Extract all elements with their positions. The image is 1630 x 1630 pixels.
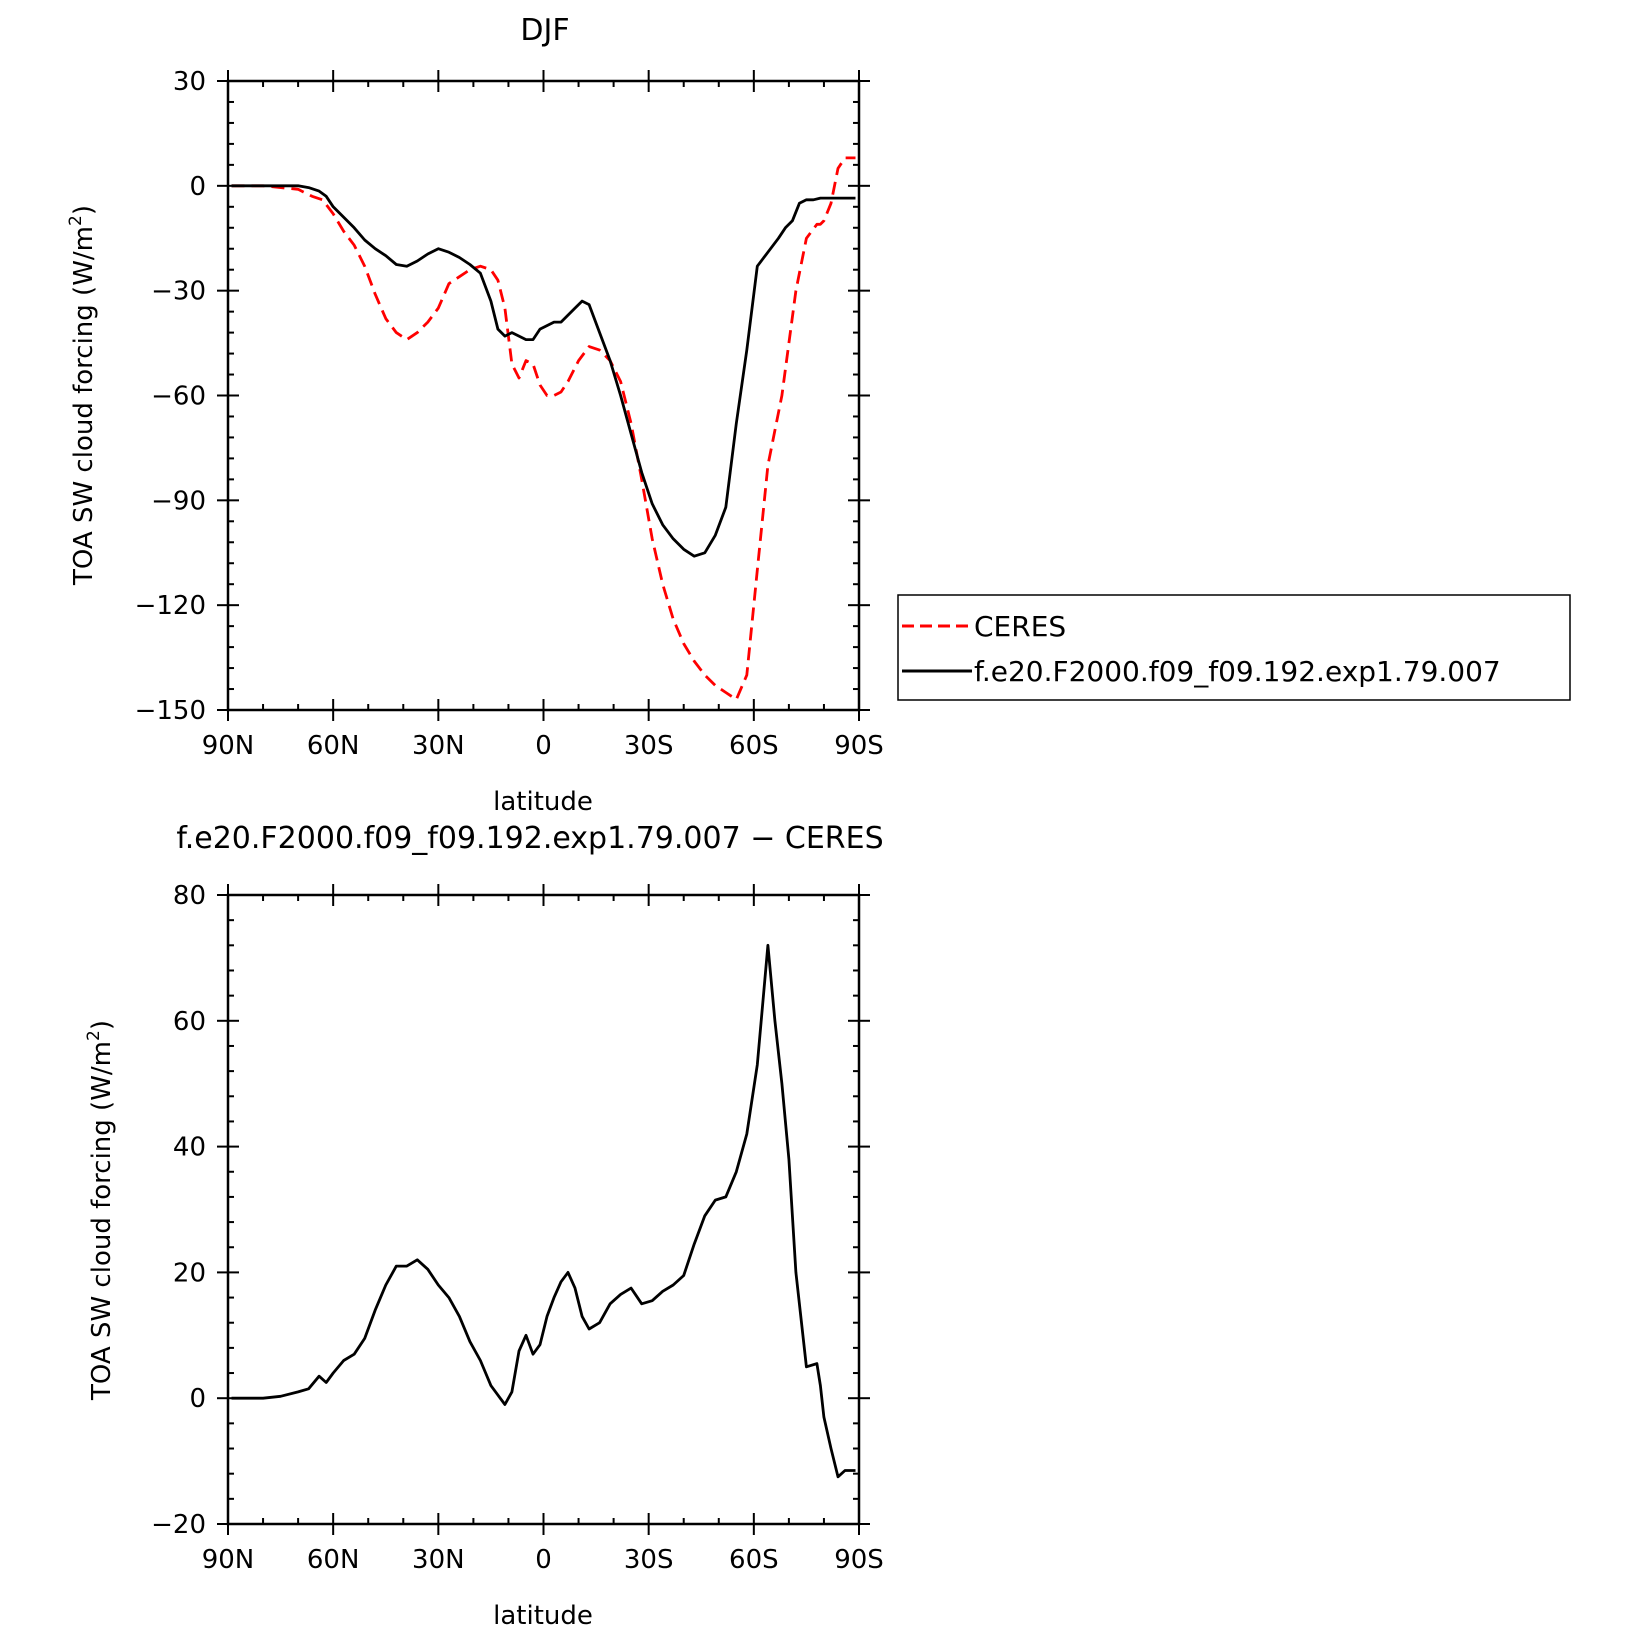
- top-series-lines: [231, 156, 856, 701]
- y-tick-label: 20: [173, 1258, 206, 1288]
- x-tick-label: 30S: [624, 1545, 674, 1575]
- y-tick-label: −90: [151, 486, 206, 516]
- x-tick-label: 60S: [729, 731, 779, 761]
- x-tick-label: 90N: [202, 731, 255, 761]
- legend-label-ceres: CERES: [974, 610, 1066, 643]
- legend-label-model: f.e20.F2000.f09_f09.192.exp1.79.007: [974, 655, 1501, 688]
- series-line-ceres: [231, 156, 856, 701]
- bottom-y-tick-labels: 80 60 40 20 0 −20: [151, 881, 206, 1540]
- x-tick-label: 30S: [624, 731, 674, 761]
- top-y-tick-labels: 30 0 −30 −60 −90 −120 −150: [135, 67, 206, 726]
- bottom-y-axis-title: TOA SW cloud forcing (W/m2): [84, 1020, 117, 1401]
- y-tick-label: 0: [189, 1384, 206, 1414]
- x-tick-label: 60N: [307, 1545, 360, 1575]
- bottom-x-tick-labels: 90N 60N 30N 0 30S 60S 90S: [202, 1545, 884, 1575]
- y-tick-label: −20: [151, 1510, 206, 1540]
- series-line-f-e20-f2000-f09-f09-192-exp1-79-007: [231, 184, 856, 558]
- top-tick-marks: [217, 70, 870, 721]
- bottom-tick-marks: [217, 884, 870, 1535]
- x-tick-label: 90S: [834, 1545, 884, 1575]
- panel-top: DJF 90N 60N 30N 0 30S 60S 90S 30 0 −30 −60 −90 −120…: [66, 13, 1571, 817]
- y-tick-label: 80: [173, 881, 206, 911]
- y-tick-label: −60: [151, 382, 206, 412]
- x-tick-label: 0: [535, 731, 552, 761]
- y-tick-label: 40: [173, 1133, 206, 1163]
- top-y-axis-title: TOA SW cloud forcing (W/m2): [66, 205, 99, 586]
- bottom-plot-frame: [226, 893, 861, 1526]
- x-tick-label: 0: [535, 1545, 552, 1575]
- bottom-x-axis-title: latitude: [493, 1601, 593, 1630]
- x-tick-label: 60N: [307, 731, 360, 761]
- y-tick-label: −120: [135, 591, 206, 621]
- top-x-tick-labels: 90N 60N 30N 0 30S 60S 90S: [202, 731, 884, 761]
- x-tick-label: 30N: [412, 1545, 465, 1575]
- top-x-axis-title: latitude: [493, 787, 593, 817]
- top-chart-title: DJF: [520, 13, 569, 48]
- panel-bottom: f.e20.F2000.f09_f09.192.exp1.79.007 − CE…: [84, 821, 884, 1630]
- x-tick-label: 60S: [729, 1545, 779, 1575]
- y-tick-label: 0: [189, 172, 206, 202]
- y-tick-label: 30: [173, 67, 206, 97]
- bottom-series-lines: [231, 943, 856, 1479]
- top-plot-frame: [226, 79, 861, 712]
- x-tick-label: 90N: [202, 1545, 255, 1575]
- bottom-chart-title: f.e20.F2000.f09_f09.192.exp1.79.007 − CE…: [176, 821, 883, 856]
- y-tick-label: 60: [173, 1007, 206, 1037]
- y-tick-label: −150: [135, 696, 206, 726]
- series-line-difference: [231, 943, 856, 1479]
- x-tick-label: 90S: [834, 731, 884, 761]
- top-legend: CERES f.e20.F2000.f09_f09.192.exp1.79.00…: [897, 594, 1571, 701]
- x-tick-label: 30N: [412, 731, 465, 761]
- y-tick-label: −30: [151, 277, 206, 307]
- legend-box: [897, 594, 1571, 701]
